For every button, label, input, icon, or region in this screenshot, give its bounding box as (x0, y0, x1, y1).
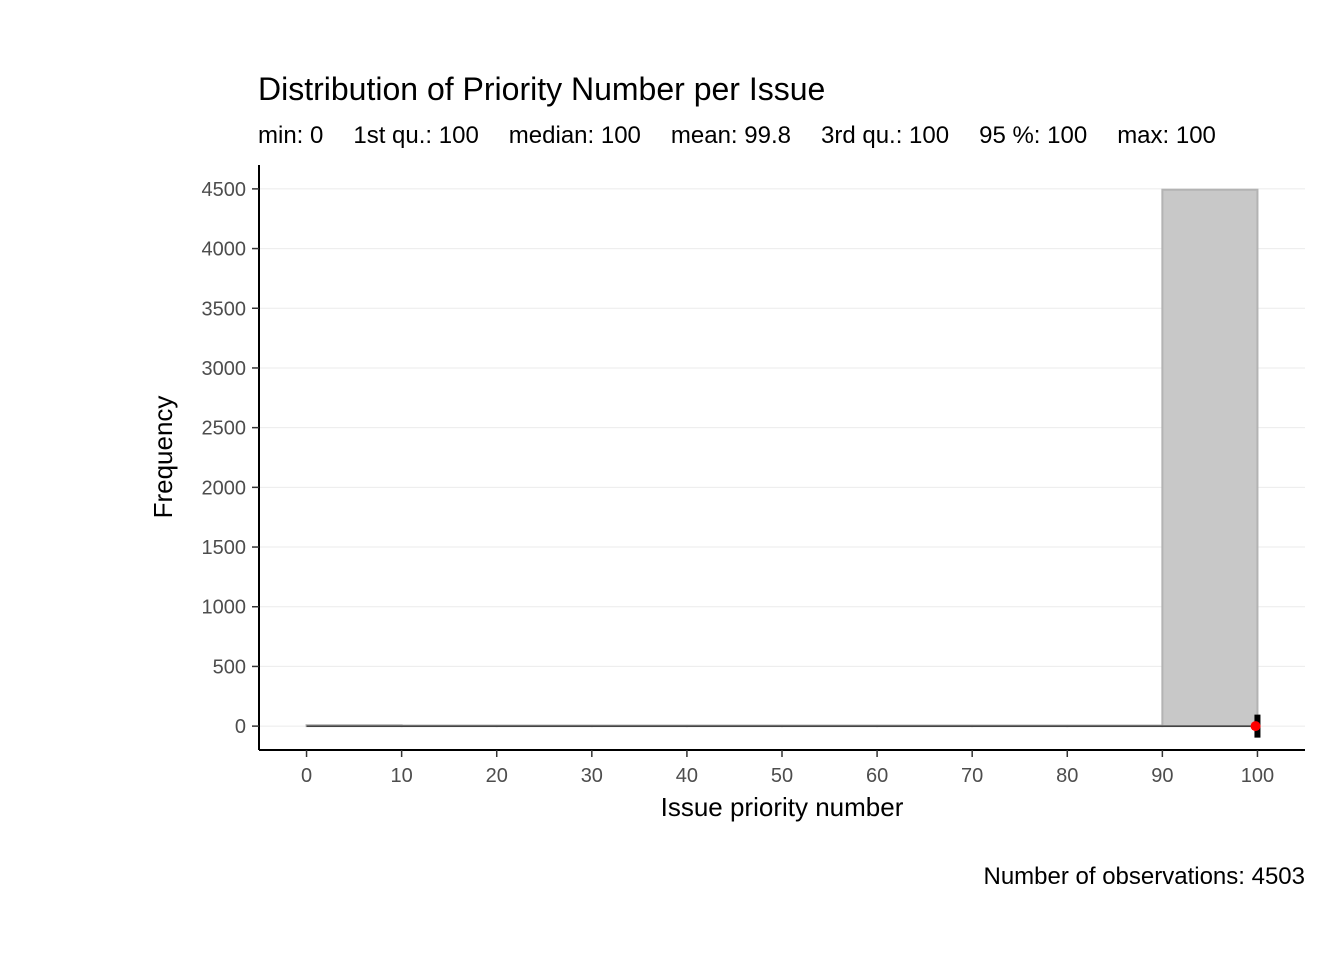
x-tick-label: 90 (1151, 765, 1173, 787)
x-tick-label: 0 (301, 765, 312, 787)
stat-label: 95 %: 100 (979, 122, 1087, 149)
stat-label: median: 100 (509, 122, 641, 149)
y-tick-label: 1000 (202, 597, 247, 619)
y-tick-label: 2500 (202, 418, 247, 440)
axes: 0 500 1000 1500 2000 2500 3000 3500 4000 4500 0 10 2… (202, 165, 1305, 787)
chart-caption: Number of observations: 4503 (983, 863, 1305, 890)
stat-label: 3rd qu.: 100 (821, 122, 949, 149)
x-tick-label: 80 (1056, 765, 1078, 787)
mean-point (1250, 721, 1261, 732)
x-tick-label: 50 (771, 765, 793, 787)
histogram-bars (305, 188, 1259, 728)
x-tick-label: 40 (676, 765, 698, 787)
x-tick-label: 30 (581, 765, 603, 787)
histogram-bar (1161, 188, 1259, 728)
y-tick-label: 3000 (202, 358, 247, 380)
chart-title: Distribution of Priority Number per Issu… (258, 71, 825, 107)
stat-label: 1st qu.: 100 (353, 122, 478, 149)
boxplot (306, 714, 1261, 738)
x-tick-label: 100 (1241, 765, 1274, 787)
y-tick-label: 4000 (202, 239, 247, 261)
y-tick-label: 3500 (202, 298, 247, 320)
gridlines (259, 188, 1305, 727)
stat-label: mean: 99.8 (671, 122, 791, 149)
y-tick-label: 0 (235, 716, 246, 738)
x-tick-label: 20 (486, 765, 508, 787)
x-tick-label: 70 (961, 765, 983, 787)
summary-stats: min: 0 1st qu.: 100 median: 100 mean: 99.8 3… (258, 122, 1216, 149)
y-tick-label: 1500 (202, 537, 247, 559)
x-tick-label: 10 (391, 765, 413, 787)
x-tick-label: 60 (866, 765, 888, 787)
y-tick-label: 2000 (202, 477, 247, 499)
x-axis-title: Issue priority number (661, 792, 904, 822)
stat-label: max: 100 (1117, 122, 1216, 149)
y-tick-label: 500 (213, 656, 246, 678)
y-tick-label: 4500 (202, 179, 247, 201)
stat-label: min: 0 (258, 122, 323, 149)
y-axis-title: Frequency (148, 396, 178, 519)
